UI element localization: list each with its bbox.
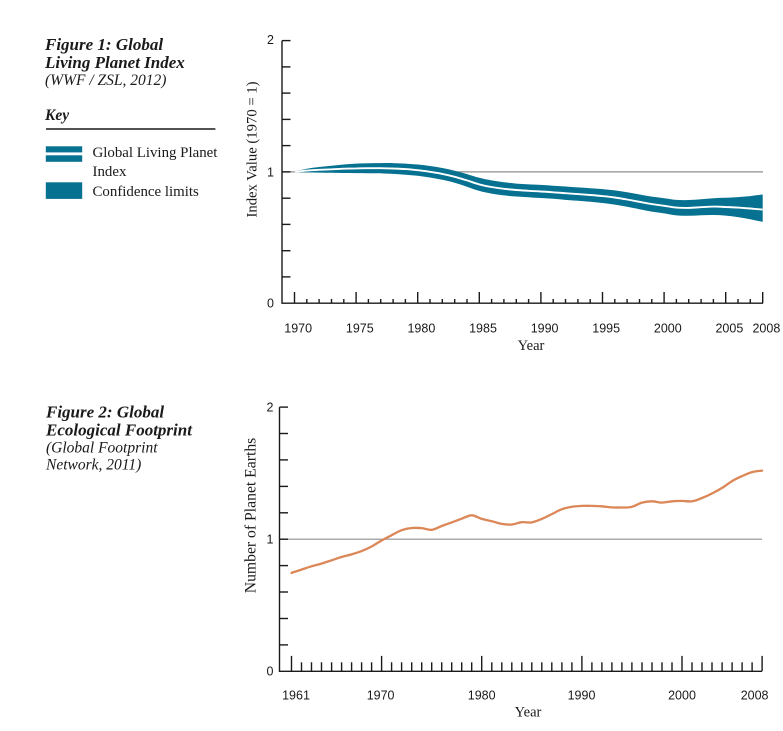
- svg-text:1980: 1980: [468, 689, 496, 703]
- svg-text:Year: Year: [515, 705, 542, 721]
- svg-text:Figure 1: Global: Figure 1: Global: [44, 35, 163, 54]
- svg-text:Figure 2: Global: Figure 2: Global: [45, 403, 164, 422]
- svg-text:Year: Year: [518, 338, 545, 354]
- svg-text:2008: 2008: [752, 322, 780, 336]
- svg-text:Number of Planet Earths: Number of Planet Earths: [243, 438, 260, 594]
- svg-text:Living Planet Index: Living Planet Index: [44, 53, 185, 72]
- svg-text:Global Living Planet: Global Living Planet: [93, 145, 219, 161]
- svg-text:0: 0: [267, 665, 274, 679]
- svg-text:1970: 1970: [367, 689, 395, 703]
- svg-text:(WWF / ZSL, 2012): (WWF / ZSL, 2012): [45, 72, 166, 89]
- svg-text:1: 1: [267, 533, 274, 547]
- svg-text:1995: 1995: [592, 322, 620, 336]
- svg-text:Ecological Footprint: Ecological Footprint: [45, 421, 193, 440]
- svg-text:2: 2: [267, 33, 274, 47]
- svg-text:1980: 1980: [407, 322, 435, 336]
- svg-text:1961: 1961: [282, 689, 310, 703]
- svg-text:Confidence limits: Confidence limits: [93, 184, 199, 200]
- svg-text:Network, 2011): Network, 2011): [45, 457, 141, 474]
- svg-text:2000: 2000: [668, 689, 696, 703]
- svg-text:Index Value (1970 = 1): Index Value (1970 = 1): [245, 81, 261, 217]
- svg-text:1990: 1990: [531, 322, 559, 336]
- svg-text:2008: 2008: [741, 689, 769, 703]
- svg-text:1990: 1990: [568, 689, 596, 703]
- svg-text:2: 2: [267, 400, 274, 414]
- svg-text:1: 1: [267, 165, 274, 179]
- svg-text:2000: 2000: [654, 322, 682, 336]
- svg-text:Key: Key: [44, 107, 69, 124]
- svg-text:1975: 1975: [346, 322, 374, 336]
- svg-text:1970: 1970: [284, 322, 312, 336]
- svg-text:Index: Index: [93, 164, 127, 180]
- svg-text:1985: 1985: [469, 322, 497, 336]
- svg-text:0: 0: [267, 297, 274, 311]
- svg-text:(Global Footprint: (Global Footprint: [46, 440, 158, 457]
- svg-text:2005: 2005: [715, 322, 743, 336]
